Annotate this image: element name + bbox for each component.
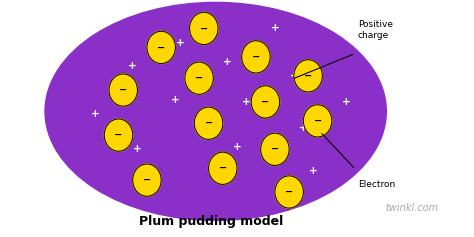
Ellipse shape bbox=[261, 133, 289, 165]
Text: +: + bbox=[128, 61, 137, 71]
Text: +: + bbox=[233, 142, 241, 152]
Ellipse shape bbox=[275, 176, 303, 208]
Ellipse shape bbox=[303, 105, 332, 137]
Ellipse shape bbox=[185, 62, 213, 94]
Text: +: + bbox=[309, 166, 317, 176]
Text: −: − bbox=[252, 52, 260, 62]
Ellipse shape bbox=[190, 12, 218, 45]
Ellipse shape bbox=[147, 31, 175, 64]
Ellipse shape bbox=[45, 2, 386, 220]
Ellipse shape bbox=[194, 107, 223, 139]
Text: +: + bbox=[91, 109, 99, 119]
Ellipse shape bbox=[104, 119, 133, 151]
Ellipse shape bbox=[133, 164, 161, 196]
Text: −: − bbox=[304, 71, 312, 81]
Text: −: − bbox=[143, 175, 151, 185]
Text: −: − bbox=[157, 42, 165, 52]
Text: Electron: Electron bbox=[358, 180, 395, 189]
Text: +: + bbox=[271, 23, 279, 33]
Text: Plum pudding model: Plum pudding model bbox=[139, 214, 283, 228]
Text: −: − bbox=[219, 163, 227, 173]
Text: −: − bbox=[114, 130, 123, 140]
Ellipse shape bbox=[242, 41, 270, 73]
Text: +: + bbox=[133, 144, 142, 154]
Text: +: + bbox=[223, 57, 232, 67]
Text: −: − bbox=[119, 85, 128, 95]
Text: −: − bbox=[261, 97, 270, 107]
Text: −: − bbox=[200, 23, 208, 33]
Ellipse shape bbox=[251, 86, 280, 118]
Text: +: + bbox=[176, 38, 184, 48]
Text: −: − bbox=[204, 118, 213, 128]
Text: twinkl.com: twinkl.com bbox=[386, 203, 439, 213]
Text: Positive
charge: Positive charge bbox=[358, 20, 393, 40]
Text: +: + bbox=[242, 97, 251, 107]
Text: −: − bbox=[313, 116, 322, 126]
Text: +: + bbox=[171, 95, 180, 105]
Text: +: + bbox=[299, 123, 308, 133]
Ellipse shape bbox=[294, 60, 322, 92]
Text: −: − bbox=[195, 73, 203, 83]
Text: +: + bbox=[290, 71, 298, 81]
Text: −: − bbox=[271, 144, 279, 154]
Ellipse shape bbox=[109, 74, 137, 106]
Ellipse shape bbox=[209, 152, 237, 184]
Text: +: + bbox=[342, 97, 350, 107]
Text: −: − bbox=[285, 187, 293, 197]
